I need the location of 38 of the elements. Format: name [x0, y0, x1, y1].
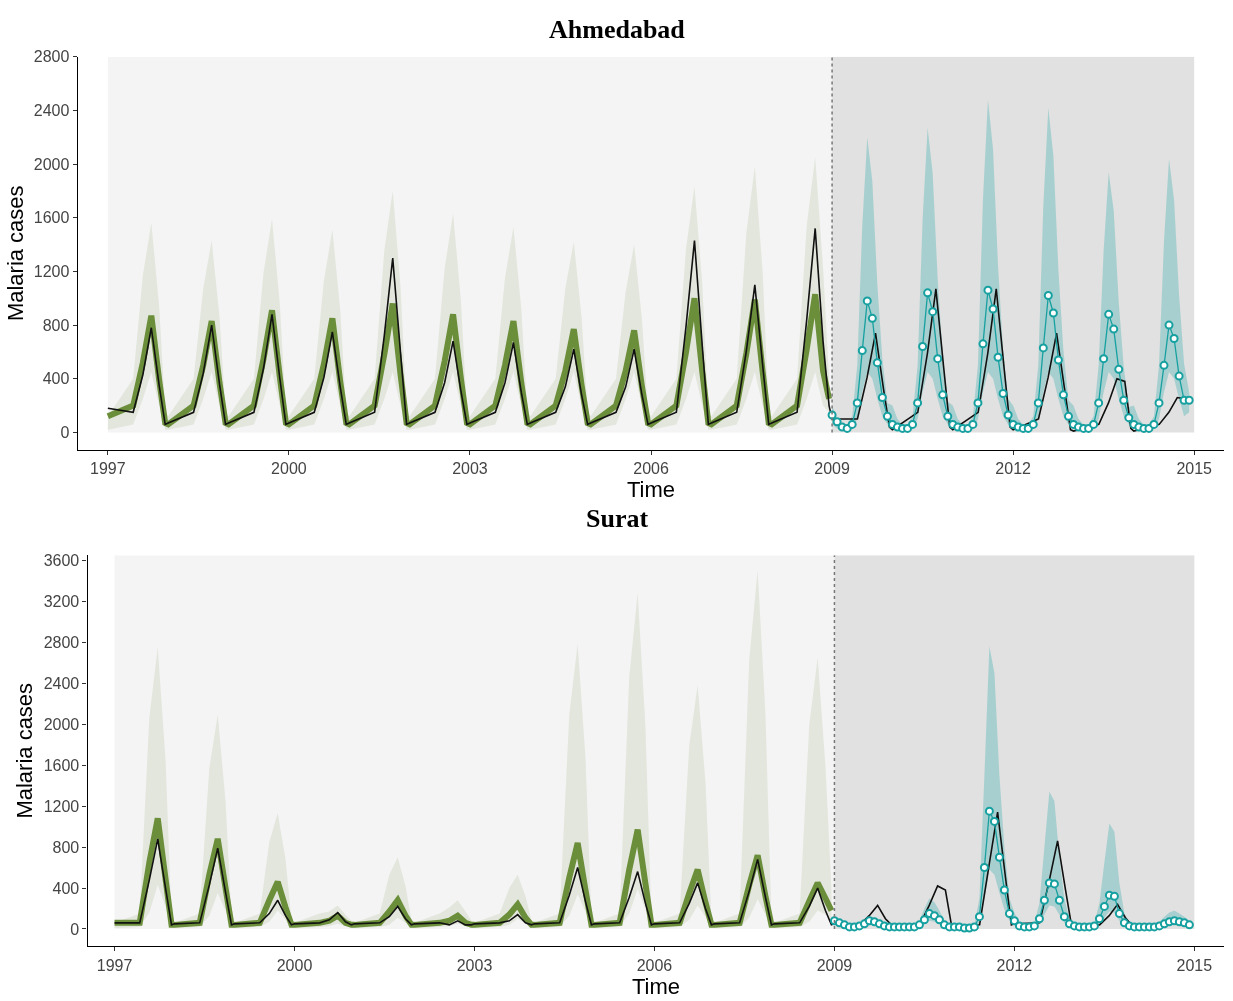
y-tick-label: 2400: [43, 674, 80, 692]
y-tick-label: 400: [52, 879, 80, 897]
x-tick-label: 2000: [276, 956, 313, 974]
x-tick-label: 1997: [90, 460, 126, 478]
x-tick-label: 2012: [995, 460, 1032, 478]
chart-title: Ahmedabad: [549, 15, 686, 44]
y-tick-label: 2000: [33, 155, 70, 173]
x-axis-title: Time: [631, 973, 680, 999]
y-tick-label: 1600: [43, 756, 80, 774]
y-tick-label: 2000: [43, 715, 80, 733]
y-tick-label: 0: [60, 424, 70, 442]
x-tick-label: 2003: [452, 460, 488, 478]
y-tick-label: 1200: [33, 262, 70, 280]
chart-title: Surat: [586, 504, 649, 533]
x-tick-label: 2006: [636, 956, 673, 974]
x-tick-label: 2006: [633, 460, 669, 478]
x-tick-label: 2015: [1176, 956, 1213, 974]
y-tick-label: 400: [42, 370, 70, 388]
y-tick-label: 3200: [43, 592, 80, 610]
y-tick-label: 800: [42, 316, 70, 334]
y-axis-title: Malaria cases: [2, 185, 28, 322]
y-tick-label: 800: [52, 838, 80, 856]
x-tick-label: 2009: [816, 956, 853, 974]
y-tick-label: 0: [70, 920, 80, 938]
y-tick-label: 1600: [33, 209, 70, 227]
x-tick-label: 1997: [96, 956, 133, 974]
y-tick-label: 2800: [43, 633, 80, 651]
x-tick-label: 2003: [456, 956, 493, 974]
y-tick-label: 2400: [33, 101, 70, 119]
y-tick-label: 3600: [43, 551, 80, 569]
x-axis-title: Time: [626, 477, 676, 503]
x-tick-label: 2009: [814, 460, 850, 478]
y-axis-title: Malaria cases: [12, 682, 38, 819]
x-tick-label: 2012: [996, 956, 1033, 974]
y-tick-label: 2800: [33, 48, 70, 66]
y-tick-label: 1200: [43, 797, 80, 815]
x-tick-label: 2015: [1176, 460, 1213, 478]
x-tick-label: 2000: [271, 460, 307, 478]
